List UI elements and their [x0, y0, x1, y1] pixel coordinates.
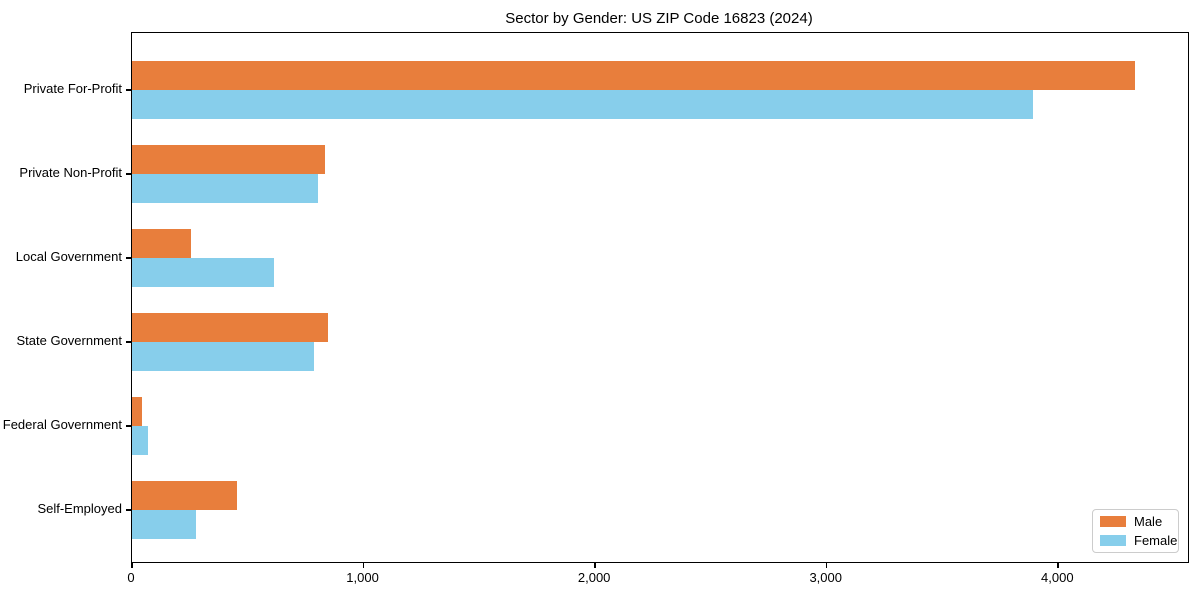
- bar-female-4: [132, 426, 149, 455]
- legend-label-female: Female: [1134, 533, 1178, 548]
- xtick-mark-2: [594, 562, 596, 568]
- legend-item-male: Male: [1100, 514, 1171, 529]
- legend-label-male: Male: [1134, 514, 1163, 529]
- ytick-mark-5: [126, 509, 131, 511]
- legend: Male Female: [1092, 509, 1179, 553]
- bar-female-3: [132, 342, 314, 371]
- xtick-mark-3: [825, 562, 828, 568]
- ytick-label-3: State Government: [16, 333, 123, 348]
- ytick-label-4: Federal Government: [2, 417, 122, 432]
- xtick-mark-0: [131, 562, 133, 568]
- legend-item-female: Female: [1100, 533, 1177, 548]
- xtick-label-0: 0: [127, 570, 135, 585]
- xtick-label-2: 2,000: [577, 570, 611, 585]
- bar-male-5: [132, 481, 238, 510]
- bar-male-4: [132, 397, 143, 426]
- ytick-mark-0: [126, 89, 131, 91]
- xtick-mark-4: [1057, 562, 1059, 568]
- ytick-mark-2: [126, 257, 131, 259]
- plot-area: Male Female: [131, 32, 1189, 563]
- xtick-label-4: 4,000: [1041, 570, 1074, 585]
- ytick-label-1: Private Non-Profit: [19, 165, 122, 180]
- bar-male-3: [132, 313, 328, 342]
- ytick-mark-3: [126, 341, 131, 343]
- bar-male-2: [132, 229, 192, 258]
- ytick-mark-1: [126, 173, 131, 175]
- ytick-label-2: Local Government: [15, 249, 122, 264]
- xtick-mark-1: [362, 562, 365, 568]
- ytick-label-0: Private For-Profit: [23, 81, 122, 96]
- xtick-label-3: 3,000: [809, 570, 842, 585]
- chart-title: Sector by Gender: US ZIP Code 16823 (202…: [505, 10, 813, 27]
- bar-male-0: [132, 61, 1135, 90]
- male-series-swatch: [1100, 516, 1126, 527]
- bar-male-1: [132, 145, 326, 174]
- ytick-mark-4: [126, 425, 131, 427]
- ytick-label-5: Self-Employed: [37, 501, 122, 516]
- female-series-swatch: [1100, 535, 1126, 546]
- bar-female-1: [132, 174, 319, 203]
- bar-female-2: [132, 258, 275, 287]
- bar-female-0: [132, 90, 1033, 119]
- bar-female-5: [132, 510, 196, 539]
- xtick-label-1: 1,000: [346, 570, 379, 585]
